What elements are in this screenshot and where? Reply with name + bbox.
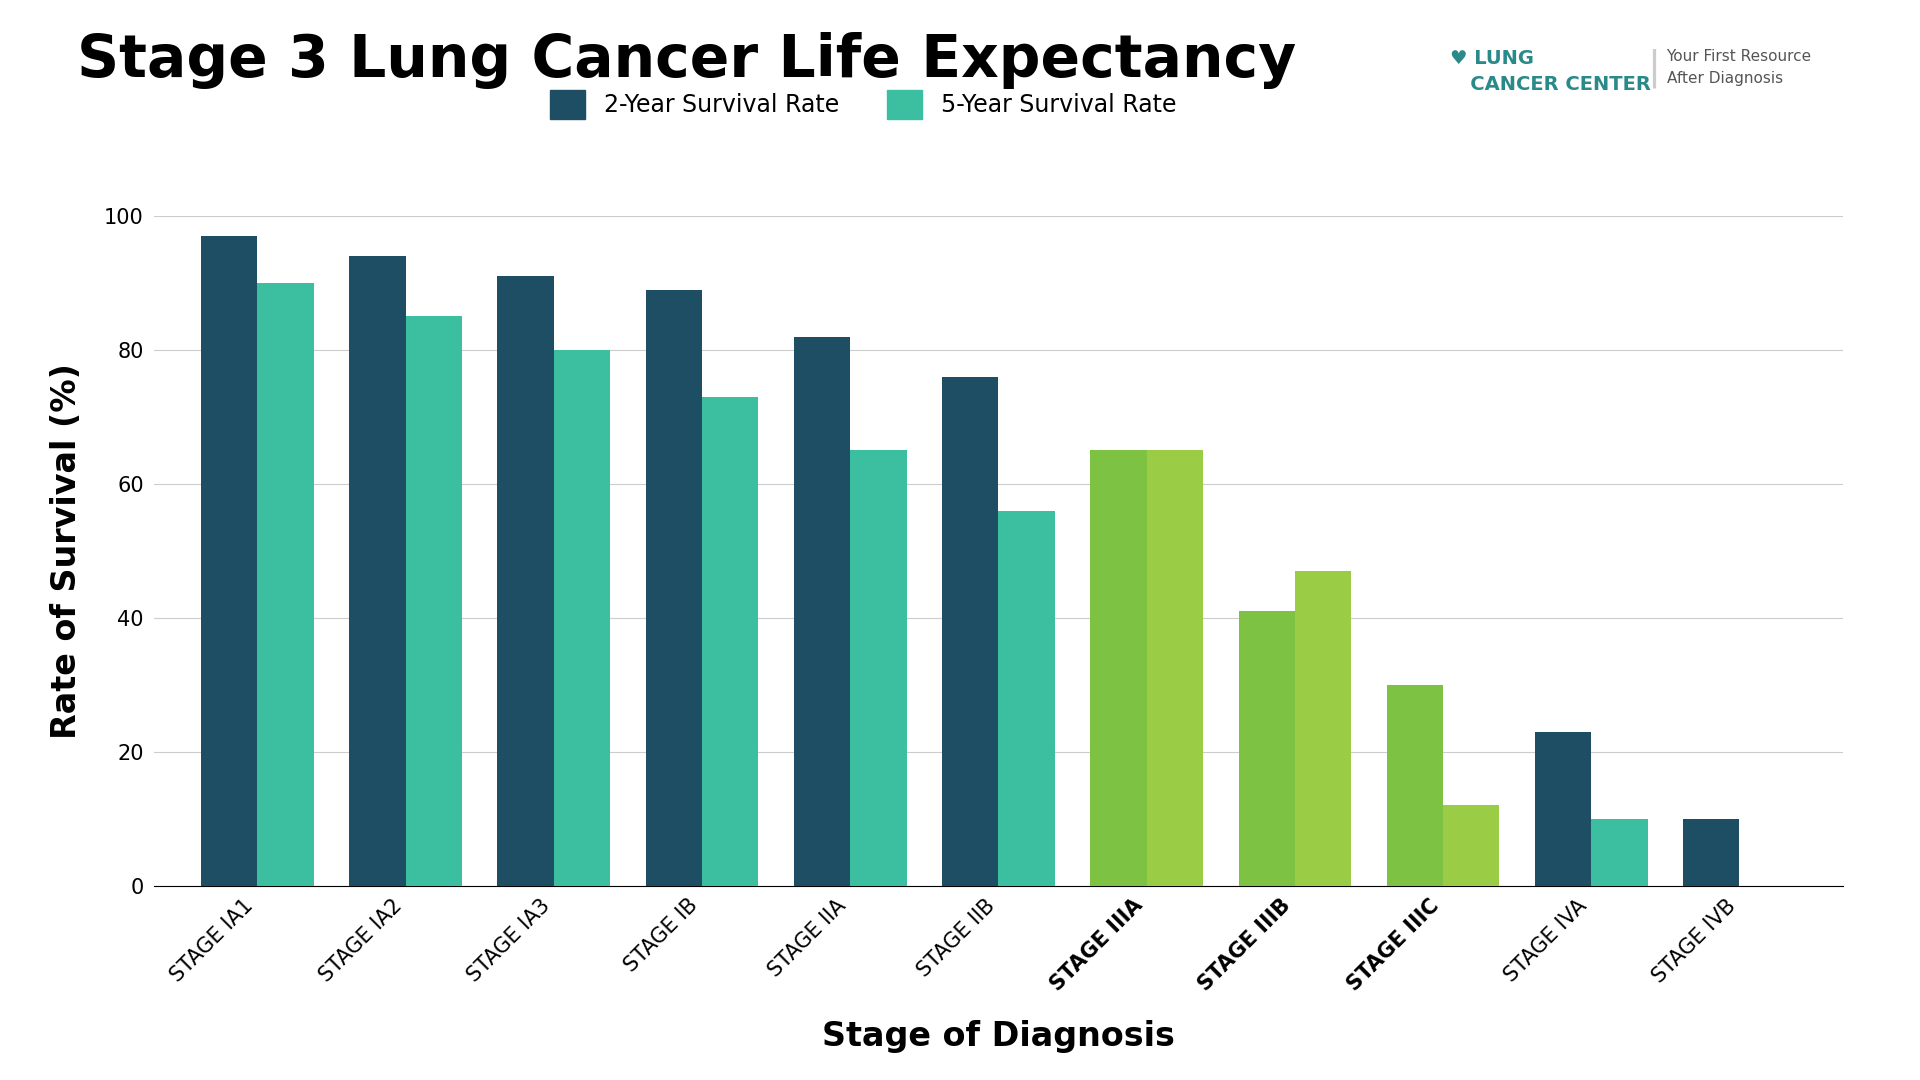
Bar (1091, 450, 1146, 886)
Bar (1592, 819, 1647, 886)
Legend: 2-Year Survival Rate, 5-Year Survival Rate: 2-Year Survival Rate, 5-Year Survival Ra… (541, 81, 1187, 129)
Text: ♥ LUNG
   CANCER CENTER: ♥ LUNG CANCER CENTER (1450, 49, 1651, 94)
X-axis label: Stage of Diagnosis: Stage of Diagnosis (822, 1021, 1175, 1053)
Bar (257, 283, 313, 886)
Bar (1444, 806, 1500, 886)
Text: |: | (1647, 49, 1661, 89)
Bar (793, 337, 851, 886)
Text: Your First Resource
After Diagnosis: Your First Resource After Diagnosis (1667, 49, 1812, 85)
Text: Stage 3 Lung Cancer Life Expectancy: Stage 3 Lung Cancer Life Expectancy (77, 32, 1296, 90)
Bar (349, 256, 405, 886)
Bar (1294, 571, 1352, 886)
Bar (851, 450, 906, 886)
Bar (1386, 685, 1444, 886)
Bar (202, 237, 257, 886)
Bar (1146, 450, 1204, 886)
Bar (703, 396, 758, 886)
Bar (998, 511, 1054, 886)
Bar (405, 316, 463, 886)
Bar (1534, 731, 1592, 886)
Bar (497, 276, 553, 886)
Y-axis label: Rate of Survival (%): Rate of Survival (%) (50, 363, 83, 739)
Bar (553, 350, 611, 886)
Bar (1684, 819, 1740, 886)
Bar (1238, 611, 1294, 886)
Bar (645, 289, 703, 886)
Bar (943, 377, 998, 886)
